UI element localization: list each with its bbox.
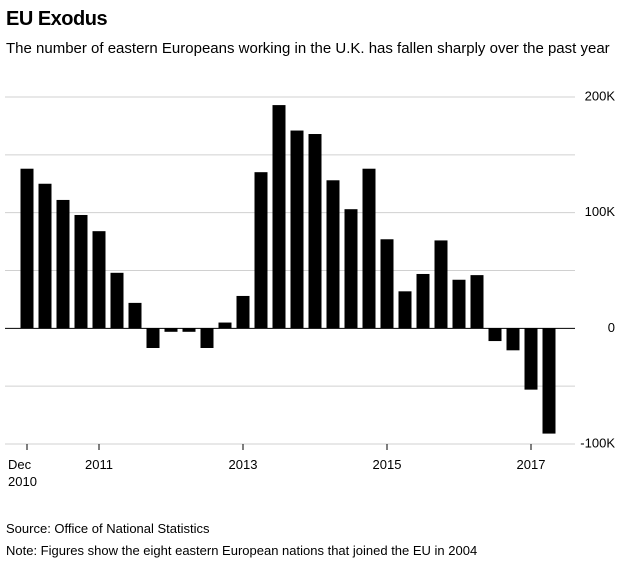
- x-tick-label: 2015: [372, 457, 402, 472]
- bar: [200, 328, 214, 348]
- y-tick-label: -100K: [580, 435, 615, 450]
- bar: [110, 272, 124, 329]
- bar: [56, 199, 70, 329]
- bar: [524, 328, 538, 390]
- chart-title: EU Exodus: [6, 8, 108, 30]
- bar: [452, 279, 466, 329]
- bar: [488, 328, 502, 342]
- bar: [398, 291, 412, 329]
- y-tick-label: 100K: [585, 204, 616, 219]
- bar: [344, 209, 358, 329]
- x-tick-label: 2011: [85, 457, 113, 472]
- x-tick-label: Dec 2010: [8, 457, 37, 489]
- y-tick-label: 200K: [585, 88, 616, 103]
- bar: [272, 105, 286, 329]
- y-tick-label: 0: [608, 320, 615, 335]
- bar: [236, 295, 250, 329]
- bar: [20, 168, 34, 329]
- bar: [38, 183, 52, 329]
- bar: [74, 214, 88, 329]
- x-tick-label: 2013: [228, 457, 258, 472]
- chart-subtitle: The number of eastern Europeans working …: [6, 40, 610, 57]
- bar: [434, 240, 448, 329]
- bar: [380, 239, 394, 329]
- note: Note: Figures show the eight eastern Eur…: [6, 543, 478, 558]
- source: Source: Office of National Statistics: [6, 521, 210, 536]
- bar: [506, 328, 520, 351]
- bar: [128, 302, 142, 329]
- bar: [254, 172, 268, 329]
- bar: [218, 322, 232, 329]
- bar: [362, 168, 376, 329]
- bar: [542, 328, 556, 434]
- bar: [308, 134, 322, 329]
- x-tick-label: 2017: [516, 457, 546, 472]
- bar: [290, 130, 304, 329]
- bar: [146, 328, 160, 348]
- bar: [164, 328, 178, 332]
- bar: [326, 180, 340, 329]
- bar: [416, 273, 430, 329]
- bar: [470, 275, 484, 329]
- bar: [182, 328, 196, 332]
- bar: [92, 231, 106, 329]
